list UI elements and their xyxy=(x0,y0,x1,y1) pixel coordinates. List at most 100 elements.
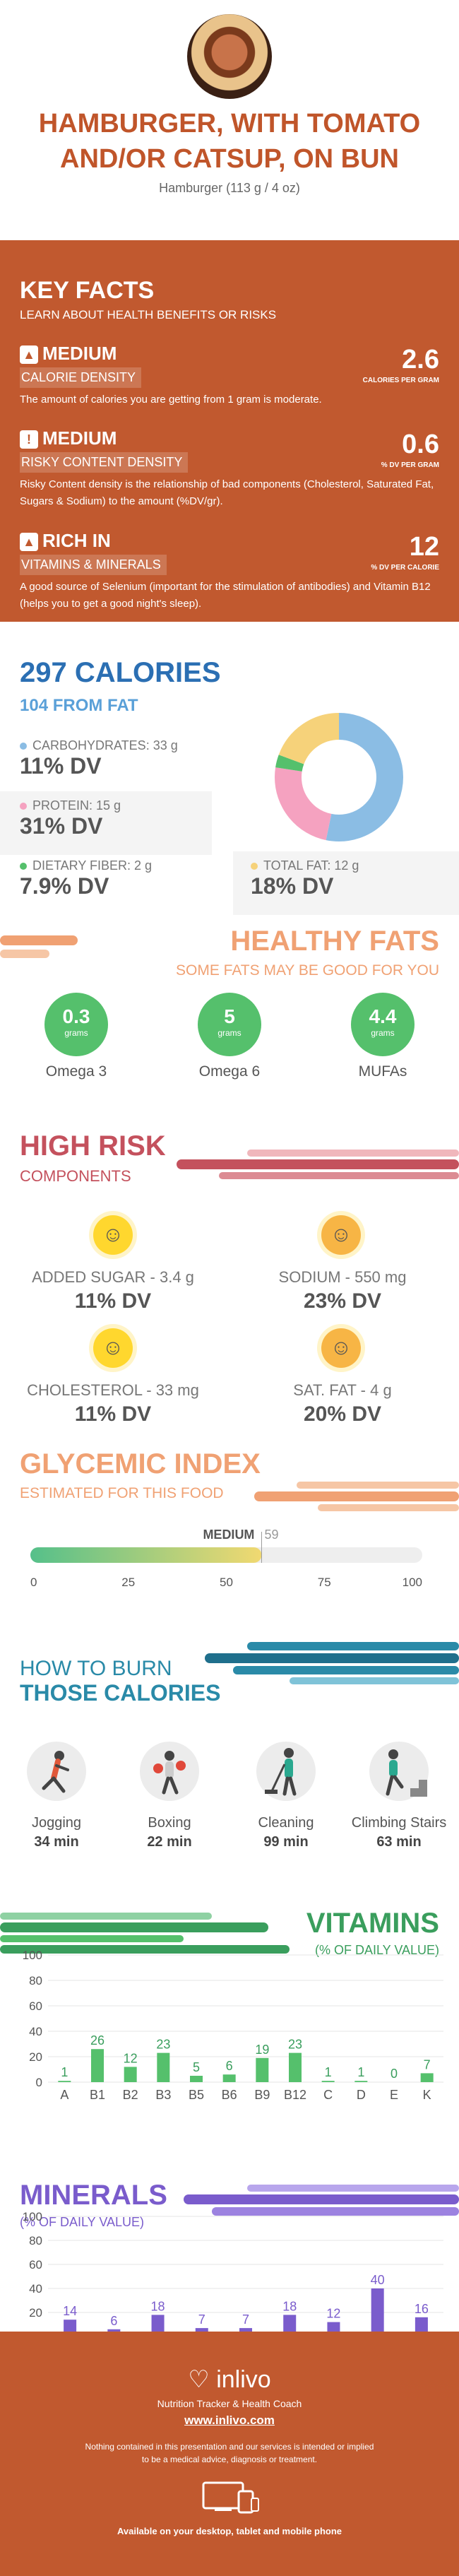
y-tick-label: 100 xyxy=(23,1949,42,1962)
omega3-circle: 0.3 grams xyxy=(44,993,108,1056)
activity-name: Jogging xyxy=(31,1815,82,1831)
healthy-fats-subtitle: SOME FATS MAY BE GOOD FOR YOU xyxy=(175,962,439,979)
bar-Fe xyxy=(151,2315,165,2336)
calories-donut-chart xyxy=(275,713,403,841)
website-link[interactable]: www.inlivo.com xyxy=(184,2413,275,2427)
fact-tag-vitamins: VITAMINS & MINERALS xyxy=(20,555,167,575)
bar-value-label: 1 xyxy=(357,2065,364,2079)
gauge-level: MEDIUM xyxy=(203,1528,254,1542)
fact-unit-vitamins: % DV PER CALORIE xyxy=(371,564,439,572)
decor-stripes xyxy=(0,1913,290,1954)
vitamins-bar-chart: 0 20 40 60 80 100 1 A 26 B1 12 B2 23 B3 5 B5 6 B6 19 B9 23 B1… xyxy=(23,1949,443,2102)
x-tick-label: K xyxy=(423,2088,431,2102)
bar-B1 xyxy=(91,2049,104,2082)
x-tick-label: B12 xyxy=(284,2088,306,2102)
minerals-title: MINERALS xyxy=(20,2180,167,2211)
burn-title-line2: THOSE CALORIES xyxy=(20,1680,221,1706)
high-risk-title: HIGH RISK xyxy=(20,1130,166,1162)
activity-minutes: 63 min xyxy=(376,1834,422,1850)
omega6-circle: 5 grams xyxy=(198,993,261,1056)
x-tick-label: B9 xyxy=(254,2088,270,2102)
stairs-icon xyxy=(369,1742,429,1801)
fact-level-text: MEDIUM xyxy=(42,343,117,364)
bar-value-label: 5 xyxy=(193,2060,200,2074)
x-tick-label: B3 xyxy=(155,2088,171,2102)
fact-level-vitamins: ▲ RICH IN xyxy=(20,530,111,552)
warning-icon: ! xyxy=(20,430,38,449)
bar-value-label: 40 xyxy=(371,2273,385,2287)
nutrient-value: 11% DV xyxy=(20,753,102,779)
jogging-icon xyxy=(27,1742,86,1801)
nutrient-label-text: CARBOHYDRATES: 33 g xyxy=(32,738,178,752)
activity-jogging: Jogging 34 min xyxy=(4,1742,109,1850)
x-tick-label: B1 xyxy=(90,2088,105,2102)
bar-Se xyxy=(371,2288,384,2336)
y-tick-label: 60 xyxy=(29,2258,42,2271)
omega6-label: Omega 6 xyxy=(198,1063,261,1080)
fact-desc-vitamins: A good source of Selenium (important for… xyxy=(20,581,431,610)
activity-name: Boxing xyxy=(148,1815,191,1831)
gauge-tick-label: 100 xyxy=(403,1576,422,1589)
gauge-fill xyxy=(30,1547,262,1563)
boxing-icon xyxy=(140,1742,199,1801)
nutrient-box-protein xyxy=(0,791,212,855)
mufas-circle: 4.4 grams xyxy=(351,993,415,1056)
donut-slice-fat xyxy=(275,713,403,841)
sodium-value: 23% DV xyxy=(303,1289,382,1313)
carbohydrates-dot xyxy=(20,743,27,750)
nutrient-box-fat xyxy=(233,851,459,915)
donut-slice-protein xyxy=(275,713,403,841)
decor-stripes xyxy=(177,1150,459,1179)
fact-level-text: MEDIUM xyxy=(42,427,117,449)
bar-value-label: 18 xyxy=(151,2299,165,2313)
fact-unit-risky-content: % DV PER GRAM xyxy=(381,461,439,469)
nutrient-total-fat: TOTAL FAT: 12 g 18% DV xyxy=(251,858,359,899)
nutrient-label: DIETARY FIBER: 2 g xyxy=(20,858,152,873)
heart-icon: ♡ xyxy=(188,2366,210,2393)
serving-size: Hamburger (113 g / 4 oz) xyxy=(159,181,300,195)
fact-level-text: RICH IN xyxy=(42,530,111,551)
nutrient-label: PROTEIN: 15 g xyxy=(20,798,121,813)
omega3-label: Omega 3 xyxy=(45,1063,107,1080)
burn-title-line1: HOW TO BURN xyxy=(20,1657,172,1680)
bar-value-label: 0 xyxy=(391,2067,398,2081)
fat-dot xyxy=(251,863,258,870)
nutrient-label: CARBOHYDRATES: 33 g xyxy=(20,738,178,753)
flame-icon: ▲ xyxy=(20,533,38,552)
key-facts-subtitle: LEARN ABOUT HEALTH BENEFITS OR RISKS xyxy=(20,308,277,321)
bar-value-label: 18 xyxy=(282,2299,297,2313)
sat-fat-label: SAT. FAT - 4 g xyxy=(293,1381,392,1399)
gauge-tick-label: 75 xyxy=(318,1576,331,1589)
decor-stripes xyxy=(205,1642,459,1684)
fact-desc-risky-content: Risky Content density is the relationshi… xyxy=(20,478,434,507)
title-line-2: AND/OR CATSUP, ON BUN xyxy=(60,144,399,174)
disclaimer-line1: Nothing contained in this presentation a… xyxy=(85,2442,374,2452)
bar-value-label: 7 xyxy=(198,2312,205,2327)
nutrient-value: 31% DV xyxy=(20,813,103,839)
disclaimer-line2: to be a medical advice, diagnosis or tre… xyxy=(141,2454,318,2464)
x-tick-label: E xyxy=(390,2088,398,2102)
decor-stripes xyxy=(254,1482,459,1511)
glycemic-title: GLYCEMIC INDEX xyxy=(20,1448,261,1479)
bar-B2 xyxy=(124,2067,137,2082)
decor-stripes xyxy=(184,2185,459,2216)
fat-unit: grams xyxy=(217,1028,242,1038)
fact-value-vitamins: 12 xyxy=(409,532,439,562)
fact-unit-calorie-density: CALORIES PER GRAM xyxy=(362,377,439,384)
bar-value-label: 23 xyxy=(288,2038,302,2052)
protein-dot xyxy=(20,803,27,810)
cholesterol-face-icon: ☺ xyxy=(93,1328,133,1368)
nutrient-label-text: DIETARY FIBER: 2 g xyxy=(32,858,153,873)
y-tick-label: 80 xyxy=(29,1974,42,1987)
calories-from-fat: 104 FROM FAT xyxy=(20,696,138,715)
bar-B3 xyxy=(157,2052,170,2082)
gauge-tick-label: 50 xyxy=(220,1576,233,1589)
activity-climbing-stairs: Climbing Stairs 63 min xyxy=(346,1742,452,1850)
nutrient-dietary-fiber: DIETARY FIBER: 2 g 7.9% DV xyxy=(20,858,152,899)
cholesterol-value: 11% DV xyxy=(74,1402,152,1426)
bar-B12 xyxy=(289,2052,302,2082)
fat-unit: grams xyxy=(371,1028,395,1038)
hamburger-photo xyxy=(187,14,272,99)
glycemic-gauge: MEDIUM 59 0 25 50 75 100 xyxy=(30,1528,422,1589)
x-tick-label: B5 xyxy=(189,2088,204,2102)
